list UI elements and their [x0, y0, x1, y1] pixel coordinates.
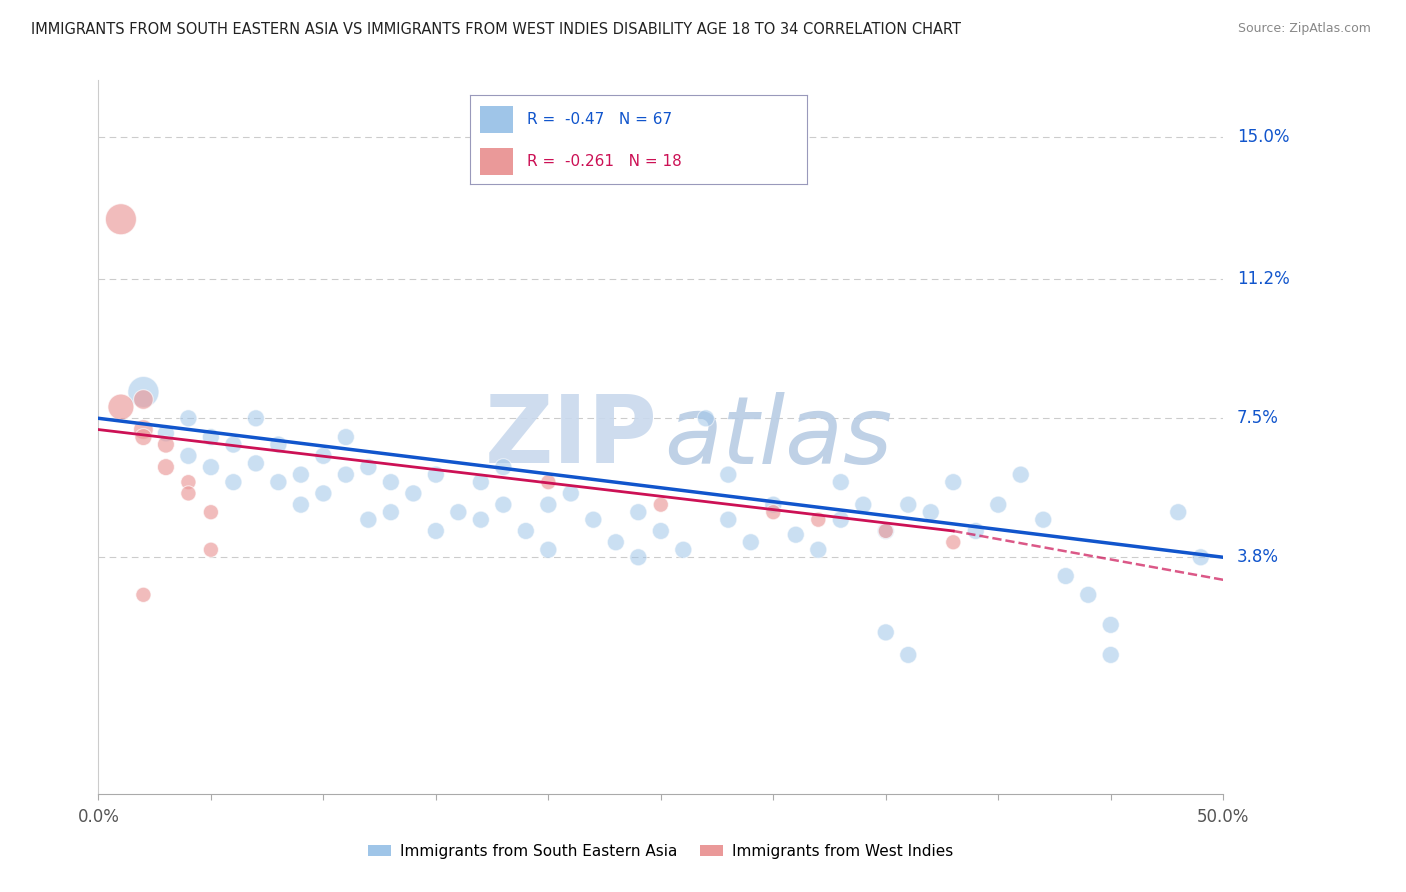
Point	[402, 486, 425, 500]
Point	[807, 542, 830, 557]
Point	[627, 550, 650, 565]
Point	[425, 524, 447, 538]
Point	[852, 498, 875, 512]
Point	[155, 437, 177, 451]
Point	[177, 449, 200, 463]
Point	[830, 475, 852, 490]
Point	[1099, 648, 1122, 662]
Point	[1054, 569, 1077, 583]
Text: 15.0%: 15.0%	[1237, 128, 1289, 145]
Point	[650, 498, 672, 512]
Point	[177, 486, 200, 500]
Point	[222, 437, 245, 451]
Point	[132, 430, 155, 444]
Point	[875, 524, 897, 538]
Point	[155, 460, 177, 475]
Point	[897, 648, 920, 662]
Point	[200, 430, 222, 444]
Point	[110, 400, 132, 414]
Point	[942, 475, 965, 490]
Point	[605, 535, 627, 549]
Point	[245, 411, 267, 425]
Point	[200, 542, 222, 557]
Point	[875, 625, 897, 640]
Point	[222, 475, 245, 490]
Point	[1189, 550, 1212, 565]
Point	[1077, 588, 1099, 602]
Point	[920, 505, 942, 519]
Point	[875, 524, 897, 538]
Point	[537, 475, 560, 490]
Text: IMMIGRANTS FROM SOUTH EASTERN ASIA VS IMMIGRANTS FROM WEST INDIES DISABILITY AGE: IMMIGRANTS FROM SOUTH EASTERN ASIA VS IM…	[31, 22, 960, 37]
Point	[897, 498, 920, 512]
Point	[335, 430, 357, 444]
Point	[965, 524, 987, 538]
Text: atlas: atlas	[664, 392, 893, 483]
Point	[380, 475, 402, 490]
Point	[695, 411, 717, 425]
Point	[312, 449, 335, 463]
Point	[357, 513, 380, 527]
Point	[290, 467, 312, 482]
Point	[132, 384, 155, 399]
Point	[132, 392, 155, 407]
Point	[447, 505, 470, 519]
Point	[110, 212, 132, 227]
Point	[987, 498, 1010, 512]
Point	[200, 460, 222, 475]
Point	[267, 475, 290, 490]
Point	[1010, 467, 1032, 482]
Point	[717, 513, 740, 527]
Text: 3.8%: 3.8%	[1237, 549, 1279, 566]
Text: ZIP: ZIP	[485, 391, 658, 483]
Point	[515, 524, 537, 538]
Point	[177, 475, 200, 490]
Point	[785, 527, 807, 541]
Y-axis label: Disability Age 18 to 34: Disability Age 18 to 34	[0, 350, 7, 524]
Point	[1032, 513, 1054, 527]
Point	[717, 467, 740, 482]
Point	[155, 426, 177, 441]
Point	[425, 467, 447, 482]
Point	[380, 505, 402, 519]
Point	[1099, 618, 1122, 632]
Point	[1167, 505, 1189, 519]
Point	[627, 505, 650, 519]
Point	[335, 467, 357, 482]
Text: Source: ZipAtlas.com: Source: ZipAtlas.com	[1237, 22, 1371, 36]
Point	[492, 460, 515, 475]
Point	[740, 535, 762, 549]
Point	[132, 588, 155, 602]
Point	[650, 524, 672, 538]
Point	[830, 513, 852, 527]
Point	[200, 505, 222, 519]
Point	[762, 498, 785, 512]
Point	[357, 460, 380, 475]
Point	[290, 498, 312, 512]
Point	[492, 498, 515, 512]
Legend: Immigrants from South Eastern Asia, Immigrants from West Indies: Immigrants from South Eastern Asia, Immi…	[361, 838, 960, 864]
Point	[267, 437, 290, 451]
Point	[312, 486, 335, 500]
Point	[470, 475, 492, 490]
Point	[807, 513, 830, 527]
Point	[537, 498, 560, 512]
Point	[672, 542, 695, 557]
Point	[245, 456, 267, 470]
Text: 7.5%: 7.5%	[1237, 409, 1279, 427]
Text: 11.2%: 11.2%	[1237, 270, 1289, 288]
Point	[560, 486, 582, 500]
Point	[470, 513, 492, 527]
Point	[942, 535, 965, 549]
Point	[582, 513, 605, 527]
Point	[537, 542, 560, 557]
Point	[132, 423, 155, 437]
Point	[177, 411, 200, 425]
Point	[762, 505, 785, 519]
